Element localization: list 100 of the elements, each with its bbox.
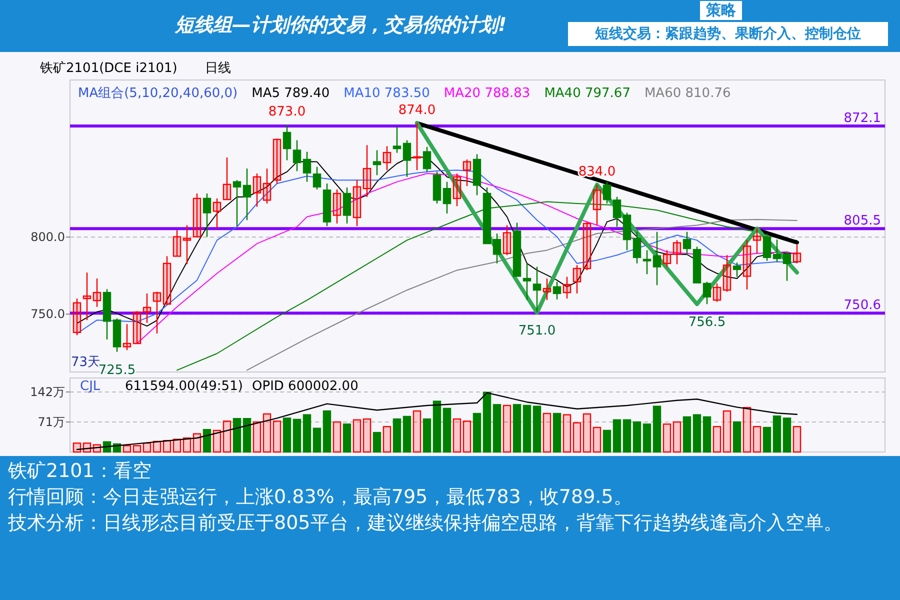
candlestick <box>782 251 792 282</box>
bar <box>242 418 252 453</box>
candlestick <box>632 231 642 264</box>
bar <box>142 442 152 453</box>
bar <box>452 418 462 453</box>
bar <box>502 404 512 453</box>
annotation: 756.5 <box>688 315 726 330</box>
text: 策略 <box>700 1 742 20</box>
bar <box>792 426 802 453</box>
candlestick <box>82 272 92 321</box>
y-tick-label: 142万 <box>30 384 65 399</box>
text: 铁矿2101：看空 <box>8 459 152 484</box>
bar <box>712 426 722 453</box>
candlestick <box>562 276 572 300</box>
text: MA40 797.67 <box>544 86 630 101</box>
line-series <box>246 219 798 371</box>
candlestick <box>362 144 372 198</box>
text: MA10 783.50 <box>344 86 430 101</box>
bar <box>282 418 292 453</box>
annotation: 874.0 <box>398 103 436 118</box>
annotation: 611594.00(49:51) <box>125 379 243 394</box>
bar <box>412 410 422 453</box>
bar <box>342 423 352 453</box>
candlestick <box>392 126 402 154</box>
candlestick <box>532 266 542 314</box>
bar <box>722 410 732 453</box>
candlestick <box>372 150 382 176</box>
candlestick <box>92 278 102 308</box>
chart-subtitle: 铁矿2101(DCE i2101) <box>39 61 178 76</box>
candlestick <box>192 192 202 238</box>
bar <box>472 412 482 453</box>
candlestick <box>352 180 362 227</box>
bar <box>562 414 572 453</box>
annotation: CJL <box>80 379 101 394</box>
bar <box>682 416 692 453</box>
bar <box>512 404 522 453</box>
bar <box>462 420 472 453</box>
bar <box>312 428 322 453</box>
bar <box>222 420 232 453</box>
candlestick <box>152 291 162 334</box>
bar <box>552 412 562 453</box>
candlestick <box>262 168 272 204</box>
bar <box>702 416 712 453</box>
candlestick <box>522 262 532 301</box>
bar <box>542 412 552 453</box>
bar <box>232 418 242 453</box>
bar <box>402 416 412 453</box>
line-series <box>76 392 798 450</box>
bar <box>772 415 782 453</box>
candlestick <box>402 140 412 178</box>
chart-title: 短线组—计划你的交易，交易你的计划! <box>175 13 507 38</box>
candlestick <box>462 158 472 187</box>
candlestick <box>752 228 762 254</box>
text: MA5 789.40 <box>252 86 330 101</box>
bar <box>352 419 362 453</box>
bar <box>482 392 492 453</box>
candlestick <box>552 281 562 300</box>
candlestick <box>662 250 672 268</box>
annotation: MA组合(5,10,20,40,60,0) <box>78 86 238 101</box>
bar <box>782 418 792 453</box>
bar <box>172 438 182 453</box>
ref-line-label: 750.6 <box>844 298 881 314</box>
annotation: 873.0 <box>268 104 306 120</box>
bar <box>492 404 502 453</box>
text: MA20 788.83 <box>444 86 530 101</box>
bar <box>432 400 442 453</box>
y-tick-label: 71万 <box>38 414 65 429</box>
candlestick <box>712 282 722 302</box>
candlestick <box>442 181 452 214</box>
candlestick <box>572 264 582 294</box>
bar <box>202 428 212 453</box>
candlestick <box>542 278 552 301</box>
candlestick <box>312 166 322 190</box>
candlestick <box>502 224 512 256</box>
bar <box>192 433 202 453</box>
bar <box>612 419 622 453</box>
bar <box>422 418 432 453</box>
candlestick <box>772 238 782 262</box>
bar <box>572 422 582 453</box>
ref-line-label: 872.1 <box>844 111 881 126</box>
bar <box>742 407 752 453</box>
candlestick <box>342 186 352 224</box>
text: MA60 810.76 <box>644 86 731 101</box>
bar <box>662 423 672 453</box>
candlestick <box>492 232 502 264</box>
annotation: OPID 600002.00 <box>252 379 358 394</box>
bar <box>182 437 192 453</box>
candlestick <box>682 231 692 256</box>
candlestick <box>642 250 652 275</box>
candlestick <box>222 156 232 200</box>
bar <box>582 413 592 453</box>
text: 技术分析：日线形态目前受压于805平台，建议继续保持偏空思路，背靠下行趋势线逢高介入空单。 <box>8 511 844 536</box>
bar <box>362 418 372 453</box>
bar <box>332 421 342 453</box>
candlestick <box>302 151 312 182</box>
bar <box>272 420 282 453</box>
bar <box>602 430 612 453</box>
candlestick <box>412 122 422 171</box>
candlestick <box>182 224 192 265</box>
ref-line-label: 805.5 <box>844 214 881 229</box>
